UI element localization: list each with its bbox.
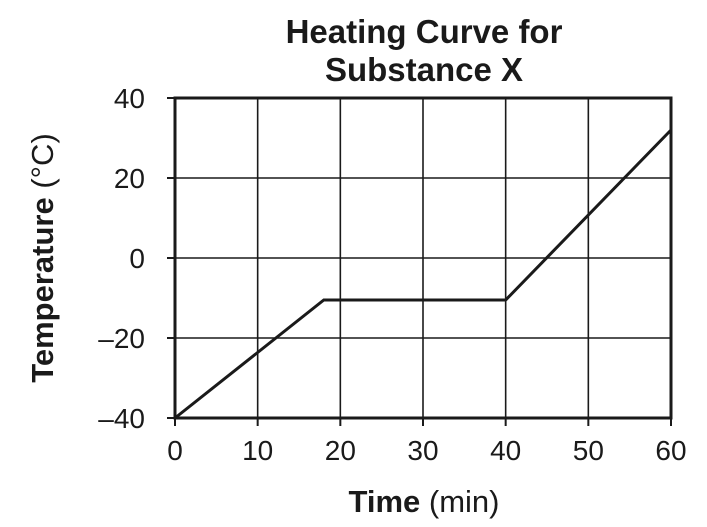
- y-tick-label: 40: [114, 83, 145, 114]
- x-tick-label: 0: [167, 435, 183, 466]
- plot-frame: [173, 96, 673, 420]
- x-axis-label-main: Time: [348, 484, 420, 519]
- heating-curve-line: [174, 128, 673, 420]
- x-tick-labels: 0 10 20 30 40 50 60: [167, 435, 686, 466]
- x-tick-label: 50: [573, 435, 604, 466]
- x-tick-label: 10: [242, 435, 273, 466]
- y-axis-label: Temperature (°C): [25, 133, 60, 383]
- x-axis-label-unit: (min): [420, 484, 499, 519]
- x-tick-label: 30: [407, 435, 438, 466]
- axis-ticks: [167, 97, 672, 426]
- x-tick-label: 40: [490, 435, 521, 466]
- y-axis-label-main: Temperature: [25, 197, 60, 383]
- y-tick-label: 0: [129, 243, 145, 274]
- chart-title-line-1: Heating Curve for: [286, 13, 563, 50]
- chart-title-line-2: Substance X: [325, 51, 523, 88]
- x-tick-label: 20: [325, 435, 356, 466]
- y-tick-label: –20: [98, 323, 145, 354]
- x-axis-label: Time (min): [348, 484, 499, 519]
- grid: [174, 97, 672, 419]
- y-tick-labels: 40 20 0 –20 –40: [98, 83, 145, 434]
- y-axis-label-unit: (°C): [25, 133, 60, 197]
- y-tick-label: –40: [98, 403, 145, 434]
- y-tick-label: 20: [114, 163, 145, 194]
- x-tick-label: 60: [655, 435, 686, 466]
